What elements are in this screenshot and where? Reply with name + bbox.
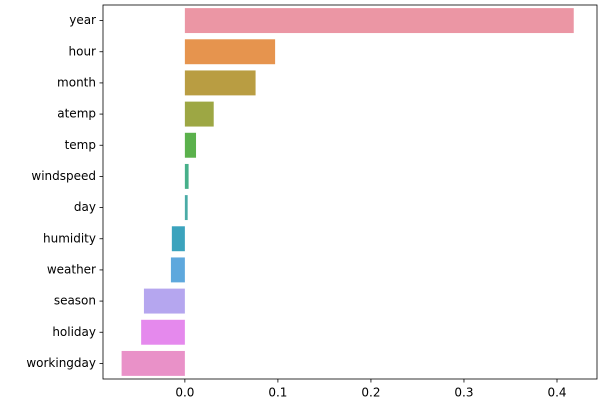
y-tick-label: hour <box>69 44 97 58</box>
y-tick-label: holiday <box>52 325 96 339</box>
bar <box>184 70 256 96</box>
y-tick-label: workingday <box>26 356 96 370</box>
bar <box>184 8 574 34</box>
x-tick-label: 0.1 <box>268 386 287 400</box>
bar <box>184 101 214 127</box>
x-tick-label: 0.3 <box>454 386 473 400</box>
bar <box>143 288 185 314</box>
y-tick-label: temp <box>65 138 96 152</box>
y-tick-label: atemp <box>57 107 96 121</box>
bar <box>184 163 189 189</box>
y-tick-label: humidity <box>43 231 96 245</box>
bar <box>141 319 185 345</box>
bar <box>184 39 276 65</box>
y-tick-label: season <box>54 294 96 308</box>
bar <box>184 132 197 158</box>
x-tick-label: 0.0 <box>175 386 194 400</box>
bar <box>121 350 185 376</box>
bar <box>170 257 185 283</box>
y-tick-label: day <box>74 200 96 214</box>
y-tick-label: weather <box>47 262 96 276</box>
bar <box>184 195 188 221</box>
x-tick-label: 0.2 <box>361 386 380 400</box>
y-tick-label: month <box>57 75 96 89</box>
y-tick-label: windspeed <box>31 169 96 183</box>
x-tick-label: 0.4 <box>547 386 566 400</box>
bar <box>171 226 185 252</box>
plot-frame <box>102 4 598 380</box>
y-tick-label: year <box>69 13 96 27</box>
